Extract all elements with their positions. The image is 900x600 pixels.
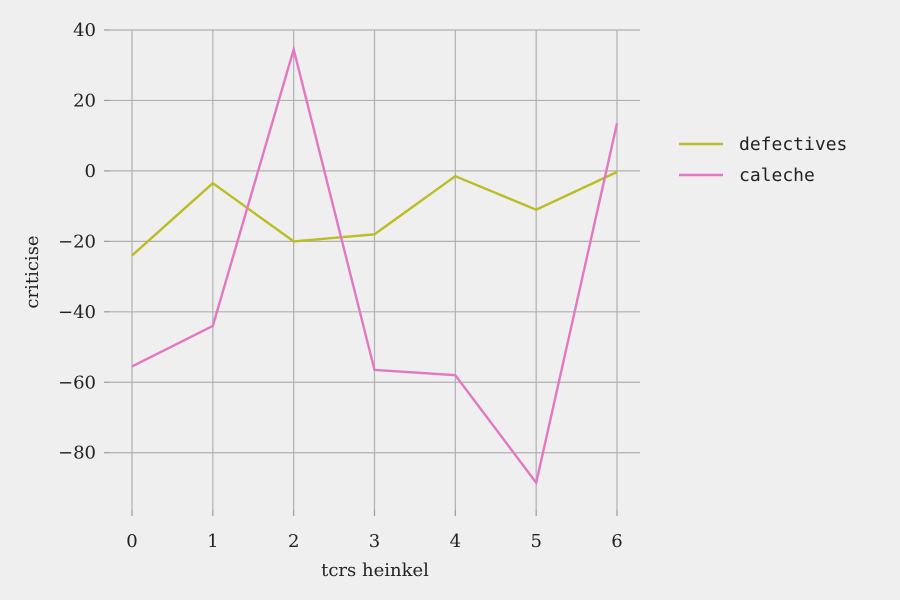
x-tick-label: 2 [288, 531, 299, 552]
x-tick-label: 3 [369, 531, 380, 552]
y-axis-label: criticise [22, 235, 43, 308]
y-tick-label: 0 [85, 161, 96, 182]
y-tick-label: −20 [58, 231, 96, 252]
grid [110, 29, 640, 510]
x-axis-label: tcrs heinkel [321, 560, 429, 581]
x-tick-label: 6 [611, 531, 622, 552]
x-tick-label: 5 [530, 531, 541, 552]
series-lines [131, 44, 619, 486]
y-tick-label: −40 [58, 302, 96, 323]
legend-label-defectives: defectives [739, 134, 847, 155]
axis-ticks: 0 1 2 3 4 5 6 40 20 0 −20 −40 −60 −80 [58, 20, 623, 552]
y-tick-label: 40 [73, 20, 96, 41]
series-line-defectives [131, 170, 618, 257]
x-tick-label: 1 [207, 531, 218, 552]
legend: defectives caleche [679, 134, 847, 186]
y-tick-label: 20 [73, 90, 96, 111]
series-line-caleche [131, 44, 619, 486]
legend-label-caleche: caleche [739, 165, 815, 186]
x-tick-label: 0 [126, 531, 137, 552]
x-tick-label: 4 [450, 531, 461, 552]
y-tick-label: −80 [58, 443, 96, 464]
y-tick-label: −60 [58, 372, 96, 393]
